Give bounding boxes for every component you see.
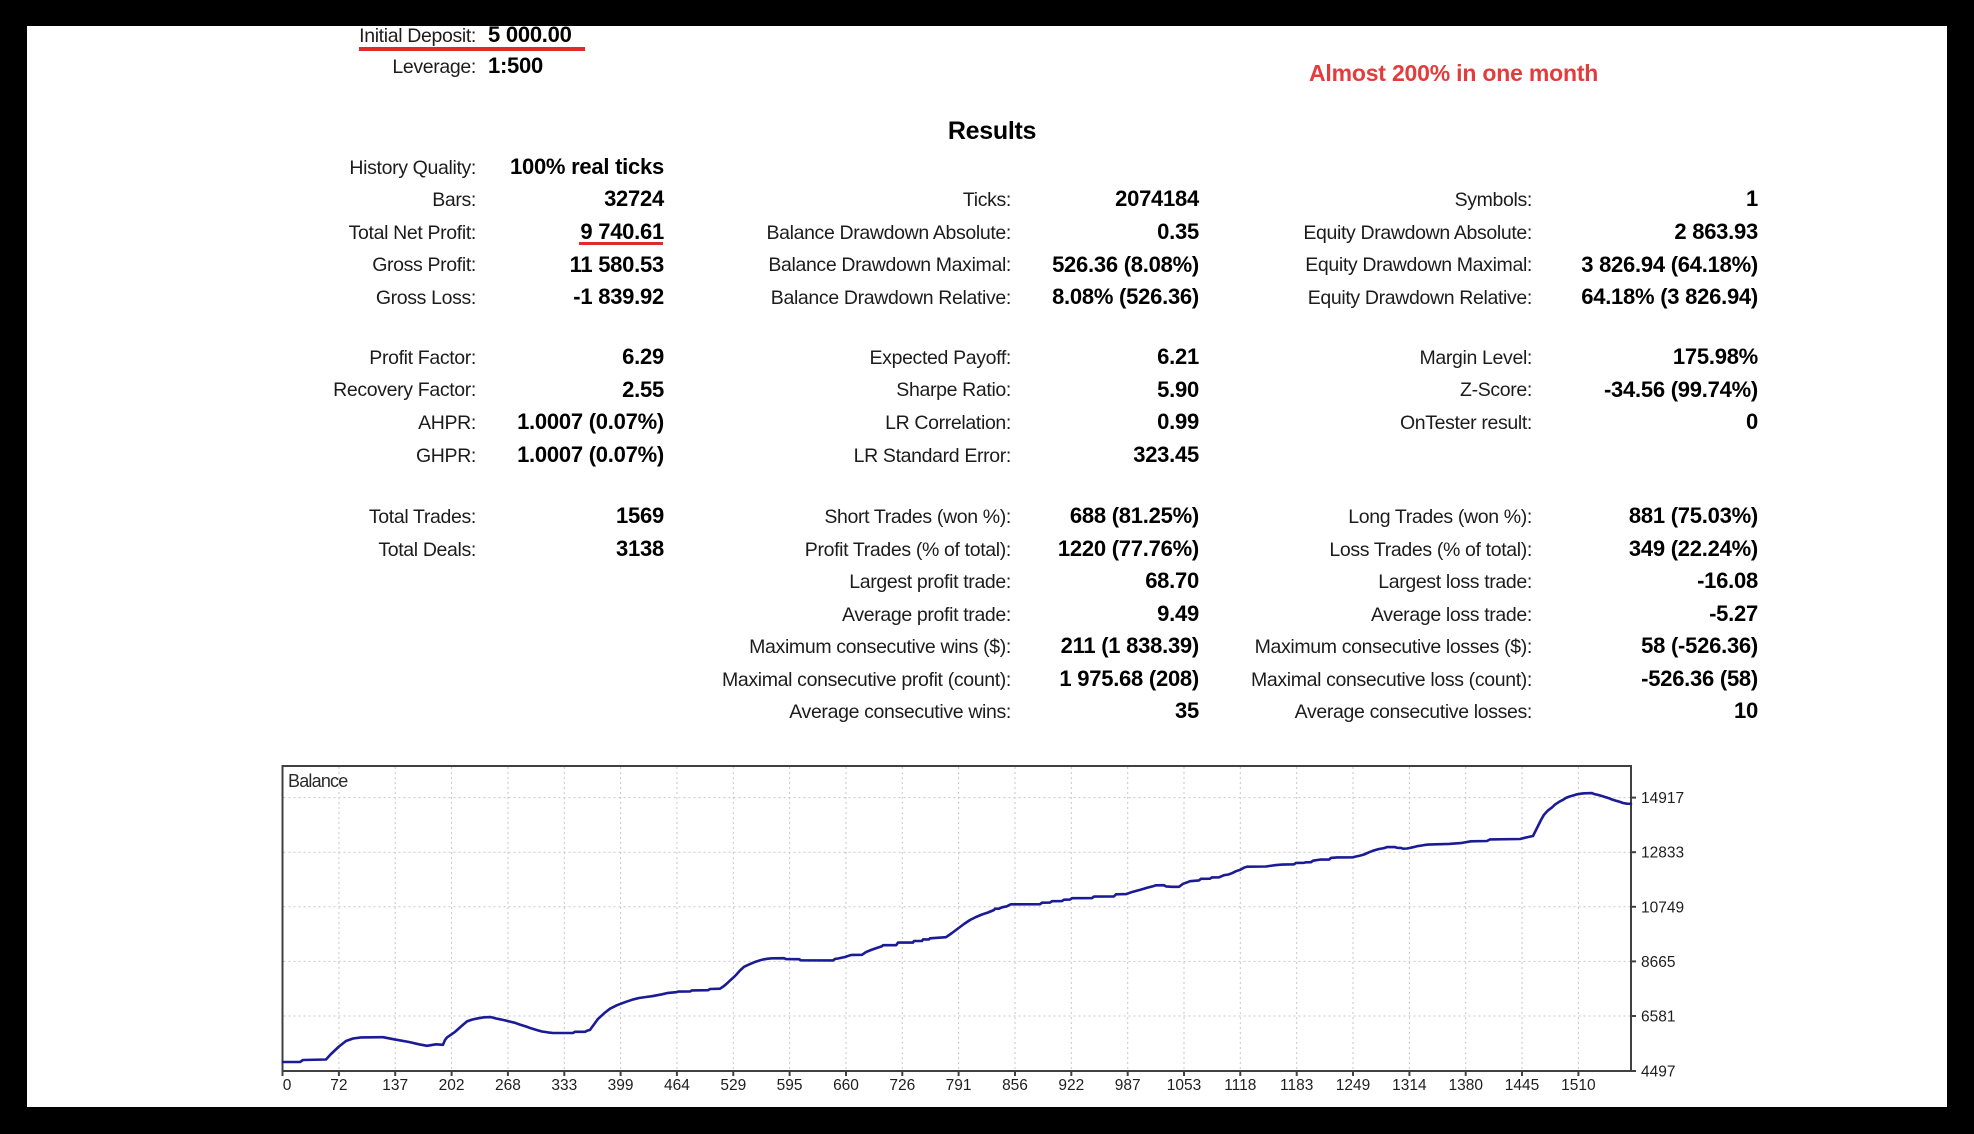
svg-text:464: 464 [664,1077,690,1094]
svg-text:1445: 1445 [1505,1077,1539,1094]
svg-text:8665: 8665 [1641,954,1675,971]
svg-text:6581: 6581 [1641,1009,1675,1026]
svg-text:1380: 1380 [1448,1077,1483,1094]
svg-text:1053: 1053 [1167,1077,1201,1094]
svg-text:1118: 1118 [1224,1077,1256,1094]
svg-text:14917: 14917 [1641,790,1684,807]
svg-text:660: 660 [833,1077,859,1094]
svg-text:529: 529 [720,1077,746,1094]
svg-text:987: 987 [1115,1077,1141,1094]
svg-text:1183: 1183 [1280,1077,1313,1094]
svg-text:726: 726 [889,1077,915,1094]
svg-text:12833: 12833 [1641,845,1684,862]
svg-text:1314: 1314 [1392,1077,1427,1094]
svg-text:Balance: Balance [288,771,348,791]
svg-text:856: 856 [1002,1077,1028,1094]
svg-text:791: 791 [946,1077,972,1094]
svg-text:10749: 10749 [1641,899,1684,916]
svg-text:202: 202 [439,1077,465,1094]
svg-text:922: 922 [1058,1077,1084,1094]
svg-text:333: 333 [551,1077,577,1094]
svg-text:4497: 4497 [1641,1064,1675,1081]
svg-text:595: 595 [777,1077,803,1094]
svg-text:72: 72 [330,1077,347,1094]
svg-text:268: 268 [495,1077,521,1094]
svg-text:399: 399 [608,1077,634,1094]
svg-text:0: 0 [283,1077,292,1094]
svg-text:1249: 1249 [1336,1077,1370,1094]
svg-text:1510: 1510 [1561,1077,1596,1094]
svg-text:137: 137 [382,1077,408,1094]
